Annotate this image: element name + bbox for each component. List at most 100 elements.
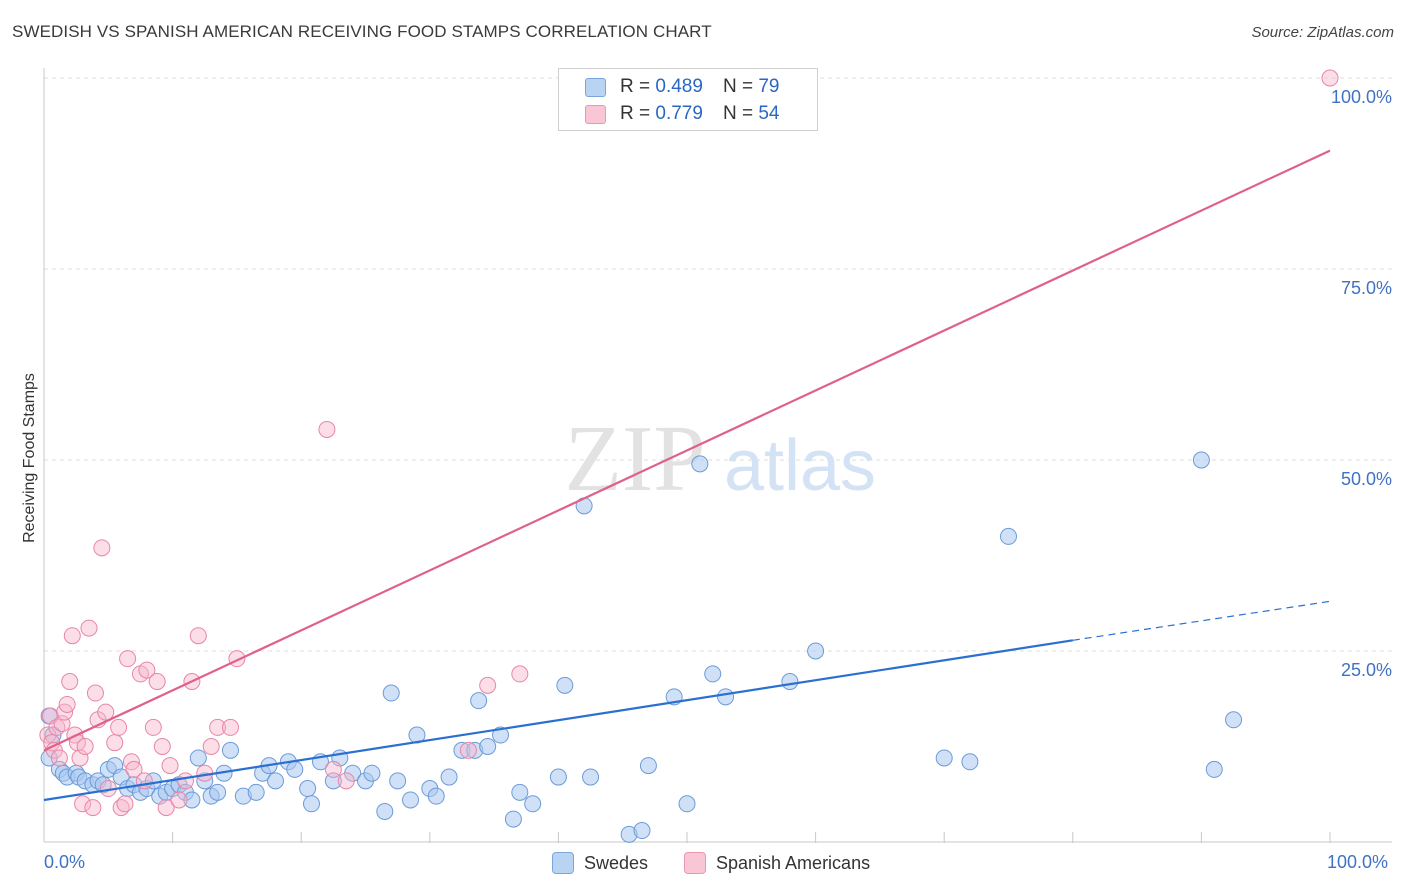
spanish-trend-line (43, 149, 1331, 752)
spanish-point (221, 718, 239, 736)
spanish-point (63, 627, 81, 645)
spanish-point (125, 760, 143, 778)
swedes-trend-extension (1072, 600, 1331, 641)
legend-row-spanish: R = 0.779 N = 54 (585, 101, 779, 127)
spanish-point (93, 539, 111, 557)
legend-r-value: 0.779 (655, 103, 703, 124)
swedes-point (582, 768, 600, 786)
spanish-point (144, 718, 162, 736)
spanish-point (106, 734, 124, 752)
legend-n-label: N = (722, 76, 754, 97)
spanish-swatch (684, 852, 706, 874)
spanish-point (176, 772, 194, 790)
y-tick-label-75: 75.0% (1340, 278, 1392, 298)
swedes-point (189, 749, 207, 767)
spanish-point (479, 676, 497, 694)
spanish-point (153, 738, 171, 755)
swedes-point (524, 795, 542, 813)
swedes-point (678, 795, 696, 813)
swedes-point (382, 684, 400, 702)
legend-r-value: 0.489 (655, 76, 703, 97)
spanish-point (324, 760, 342, 778)
axes (43, 68, 1392, 843)
watermark-zip: ZIP (565, 407, 706, 511)
x-tick-label-0: 0.0% (44, 852, 86, 872)
spanish-point (84, 799, 102, 817)
swedes-point (549, 768, 567, 786)
legend-n-value: 54 (758, 103, 780, 124)
spanish-point (86, 684, 104, 702)
swedes-point (221, 741, 239, 759)
swedes-point (1000, 527, 1017, 545)
swedes-point (440, 768, 458, 786)
legend-r-label: R = (620, 76, 651, 97)
swedes-point (492, 726, 510, 744)
x-tick-label-100: 100.0% (1327, 852, 1389, 872)
correlation-legend: R = 0.489 N = 79 R = 0.779 N = 54 (558, 68, 818, 131)
swedes-point (511, 783, 529, 801)
swedes-label: Swedes (584, 852, 649, 873)
spanish-point (511, 665, 529, 683)
spanish-point (148, 673, 166, 691)
spanish-point (110, 718, 128, 736)
spanish-point (135, 772, 153, 790)
chart-title: SWEDISH VS SPANISH AMERICAN RECEIVING FO… (12, 22, 712, 41)
spanish-point (459, 741, 477, 759)
bottom-legend-spanish: Spanish Americans (684, 852, 870, 874)
swedes-point (935, 749, 953, 767)
swedes-point (691, 455, 709, 473)
spanish-label: Spanish Americans (716, 852, 871, 873)
spanish-points (39, 69, 1339, 817)
spanish-point (76, 738, 94, 755)
swedes-point (1225, 711, 1243, 729)
spanish-point (116, 795, 134, 813)
spanish-point (189, 627, 207, 645)
swedes-point (639, 757, 657, 775)
source-label: Source: ZipAtlas.com (1251, 24, 1394, 41)
legend-r-label: R = (620, 103, 651, 124)
swedes-point (633, 822, 651, 840)
swedes-point (389, 772, 407, 790)
swedes-point (302, 795, 320, 813)
swedes-point (470, 692, 488, 710)
swedes-points (40, 451, 1243, 843)
trend-lines (43, 149, 1331, 802)
grid-lines (44, 77, 1392, 652)
swedes-point (247, 783, 265, 801)
swedes-trend-line (43, 639, 1073, 802)
y-tick-label-100: 100.0% (1330, 87, 1392, 107)
swedes-swatch (552, 852, 574, 874)
swedes-point (504, 810, 522, 828)
swedes-point (704, 665, 722, 683)
swedes-point (363, 764, 381, 782)
swedes-point (717, 688, 735, 706)
swedes-point (1205, 760, 1223, 778)
legend-n-label: N = (722, 103, 754, 124)
spanish-point (161, 757, 179, 775)
spanish-point (80, 619, 98, 637)
swedes-point (286, 760, 304, 778)
spanish-point (138, 661, 156, 679)
watermark: ZIP atlas (565, 407, 877, 511)
spanish-point (74, 795, 92, 813)
swedes-point (807, 642, 825, 660)
legend-n-value: 79 (758, 76, 780, 97)
spanish-point (1321, 69, 1339, 87)
spanish-point (50, 749, 68, 767)
swedes-point (299, 780, 317, 798)
swedes-point (209, 783, 227, 801)
y-tick-label-25: 25.0% (1340, 660, 1392, 680)
spanish-point (58, 695, 76, 713)
legend-row-swedes: R = 0.489 N = 79 (585, 74, 779, 100)
spanish-point (209, 718, 227, 736)
spanish-point (119, 650, 137, 668)
spanish-point (170, 791, 188, 809)
swedes-point (479, 738, 497, 755)
spanish-point (97, 703, 115, 721)
spanish-point (202, 738, 220, 755)
swedes-point (556, 676, 574, 694)
spanish-point (157, 799, 175, 817)
spanish-swatch (585, 104, 606, 124)
swedes-point (781, 673, 799, 691)
